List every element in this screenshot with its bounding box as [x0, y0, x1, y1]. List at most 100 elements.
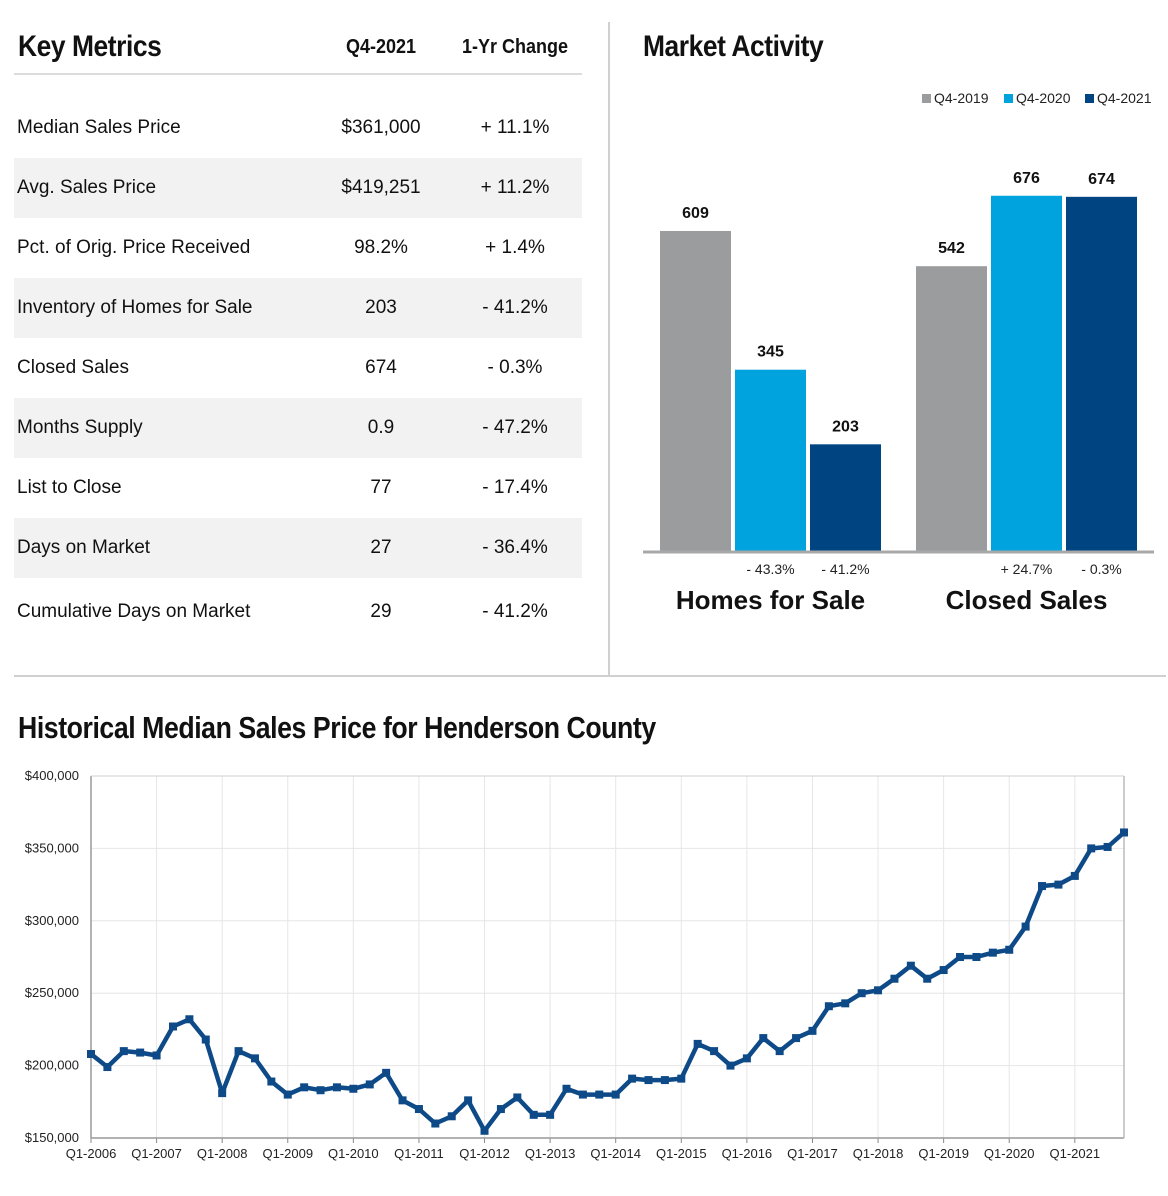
- y-tick-label: $200,000: [25, 1058, 79, 1073]
- metric-label: Avg. Sales Price: [17, 177, 157, 198]
- table-row: Median Sales Price $361,000 + 11.1%: [14, 98, 582, 158]
- data-point: [1054, 880, 1063, 889]
- change-label: - 0.3%: [1081, 561, 1121, 577]
- legend-label: Q4-2020: [1016, 90, 1071, 106]
- bar-value-label: 609: [682, 205, 709, 222]
- table-row: Avg. Sales Price $419,251 + 11.2%: [14, 158, 582, 218]
- data-point: [250, 1054, 259, 1063]
- x-tick-label: Q1-2013: [525, 1146, 576, 1161]
- key-metrics-title: Key Metrics: [18, 30, 162, 63]
- data-point: [595, 1090, 604, 1099]
- data-point: [398, 1096, 407, 1105]
- data-point: [693, 1039, 702, 1048]
- legend-swatch: [1004, 94, 1013, 103]
- data-point: [1021, 922, 1030, 931]
- metric-change: + 11.2%: [480, 177, 550, 198]
- table-row: Cumulative Days on Market 29 - 41.2%: [14, 582, 582, 642]
- x-tick-label: Q1-2011: [394, 1146, 444, 1161]
- metric-label: Closed Sales: [17, 357, 129, 378]
- y-tick-label: $150,000: [25, 1130, 79, 1145]
- metric-label: Inventory of Homes for Sale: [17, 297, 253, 318]
- data-point: [529, 1110, 538, 1119]
- bar-value-label: 345: [757, 344, 784, 361]
- data-point: [742, 1054, 751, 1063]
- data-point: [447, 1112, 456, 1121]
- x-tick-label: Q1-2007: [131, 1146, 182, 1161]
- data-point: [365, 1080, 374, 1089]
- data-point: [480, 1126, 489, 1135]
- column-header-change: 1-Yr Change: [461, 36, 569, 58]
- x-tick-label: Q1-2010: [328, 1146, 379, 1161]
- data-point: [136, 1048, 145, 1057]
- bar: [991, 195, 1062, 551]
- data-point: [808, 1026, 817, 1035]
- metric-value: 98.2%: [354, 237, 408, 258]
- metric-value: 674: [365, 357, 397, 378]
- metric-label: Pct. of Orig. Price Received: [17, 237, 251, 258]
- data-point: [185, 1015, 194, 1024]
- y-tick-label: $350,000: [25, 840, 79, 855]
- data-point: [824, 1002, 833, 1011]
- key-metrics-panel: Key Metrics Q4-2021 1-Yr Change Median S…: [14, 22, 582, 662]
- metric-change: - 41.2%: [482, 601, 548, 622]
- data-point: [660, 1076, 669, 1085]
- category-label: Homes for Sale: [676, 585, 865, 615]
- data-point: [464, 1096, 473, 1105]
- data-point: [726, 1061, 735, 1070]
- x-tick-label: Q1-2009: [262, 1146, 313, 1161]
- data-point: [300, 1083, 309, 1092]
- data-point: [775, 1047, 784, 1056]
- data-point: [906, 961, 915, 970]
- data-point: [628, 1074, 637, 1083]
- metric-value: 203: [365, 297, 397, 318]
- metric-value: 29: [370, 601, 392, 622]
- metric-value: 77: [370, 477, 392, 498]
- category-label: Closed Sales: [946, 585, 1108, 615]
- x-tick-label: Q1-2012: [459, 1146, 510, 1161]
- data-point: [1038, 882, 1047, 891]
- metric-change: - 47.2%: [482, 417, 548, 438]
- market-activity-chart: Q4-2019 Q4-2020 Q4-2021 609 345 203 - 43.3% - 4…: [643, 90, 1154, 615]
- header-divider: [14, 73, 582, 75]
- data-point: [1087, 844, 1096, 853]
- data-point: [792, 1034, 801, 1043]
- column-header-period: Q4-2021: [345, 36, 417, 58]
- data-point: [332, 1083, 341, 1092]
- x-tick-label: Q1-2019: [918, 1146, 969, 1161]
- data-point: [874, 986, 883, 995]
- data-point: [1070, 871, 1079, 880]
- x-tick-label: Q1-2018: [853, 1146, 904, 1161]
- metric-value: $361,000: [341, 117, 421, 138]
- data-point: [382, 1068, 391, 1077]
- data-point: [972, 953, 981, 961]
- change-label: - 43.3%: [746, 561, 794, 577]
- x-tick-label: Q1-2014: [590, 1146, 641, 1161]
- y-tick-label: $300,000: [25, 913, 79, 928]
- table-row: Closed Sales 674 - 0.3%: [14, 338, 582, 398]
- bar: [916, 266, 987, 551]
- data-point: [857, 989, 866, 998]
- historical-chart-title: Historical Median Sales Price for Hender…: [18, 710, 656, 745]
- data-point: [546, 1110, 555, 1119]
- x-tick-label: Q1-2021: [1050, 1146, 1101, 1161]
- metric-label: Months Supply: [17, 417, 143, 438]
- data-point: [644, 1076, 653, 1085]
- data-point: [103, 1063, 112, 1072]
- data-point: [923, 974, 932, 983]
- x-tick-label: Q1-2015: [656, 1146, 707, 1161]
- horizontal-divider: [14, 675, 1166, 677]
- metric-change: - 36.4%: [482, 537, 548, 558]
- data-point: [431, 1119, 440, 1128]
- x-tick-label: Q1-2006: [66, 1146, 117, 1161]
- table-row: Inventory of Homes for Sale 203 - 41.2%: [14, 278, 582, 338]
- data-point: [267, 1077, 276, 1086]
- data-point: [562, 1084, 571, 1093]
- table-row: Months Supply 0.9 - 47.2%: [14, 398, 582, 458]
- bar-value-label: 542: [938, 240, 965, 257]
- data-point: [234, 1047, 243, 1056]
- data-point: [677, 1074, 686, 1083]
- y-tick-label: $250,000: [25, 985, 79, 1000]
- bar: [660, 230, 731, 551]
- data-point: [890, 974, 899, 983]
- data-point: [1120, 828, 1128, 837]
